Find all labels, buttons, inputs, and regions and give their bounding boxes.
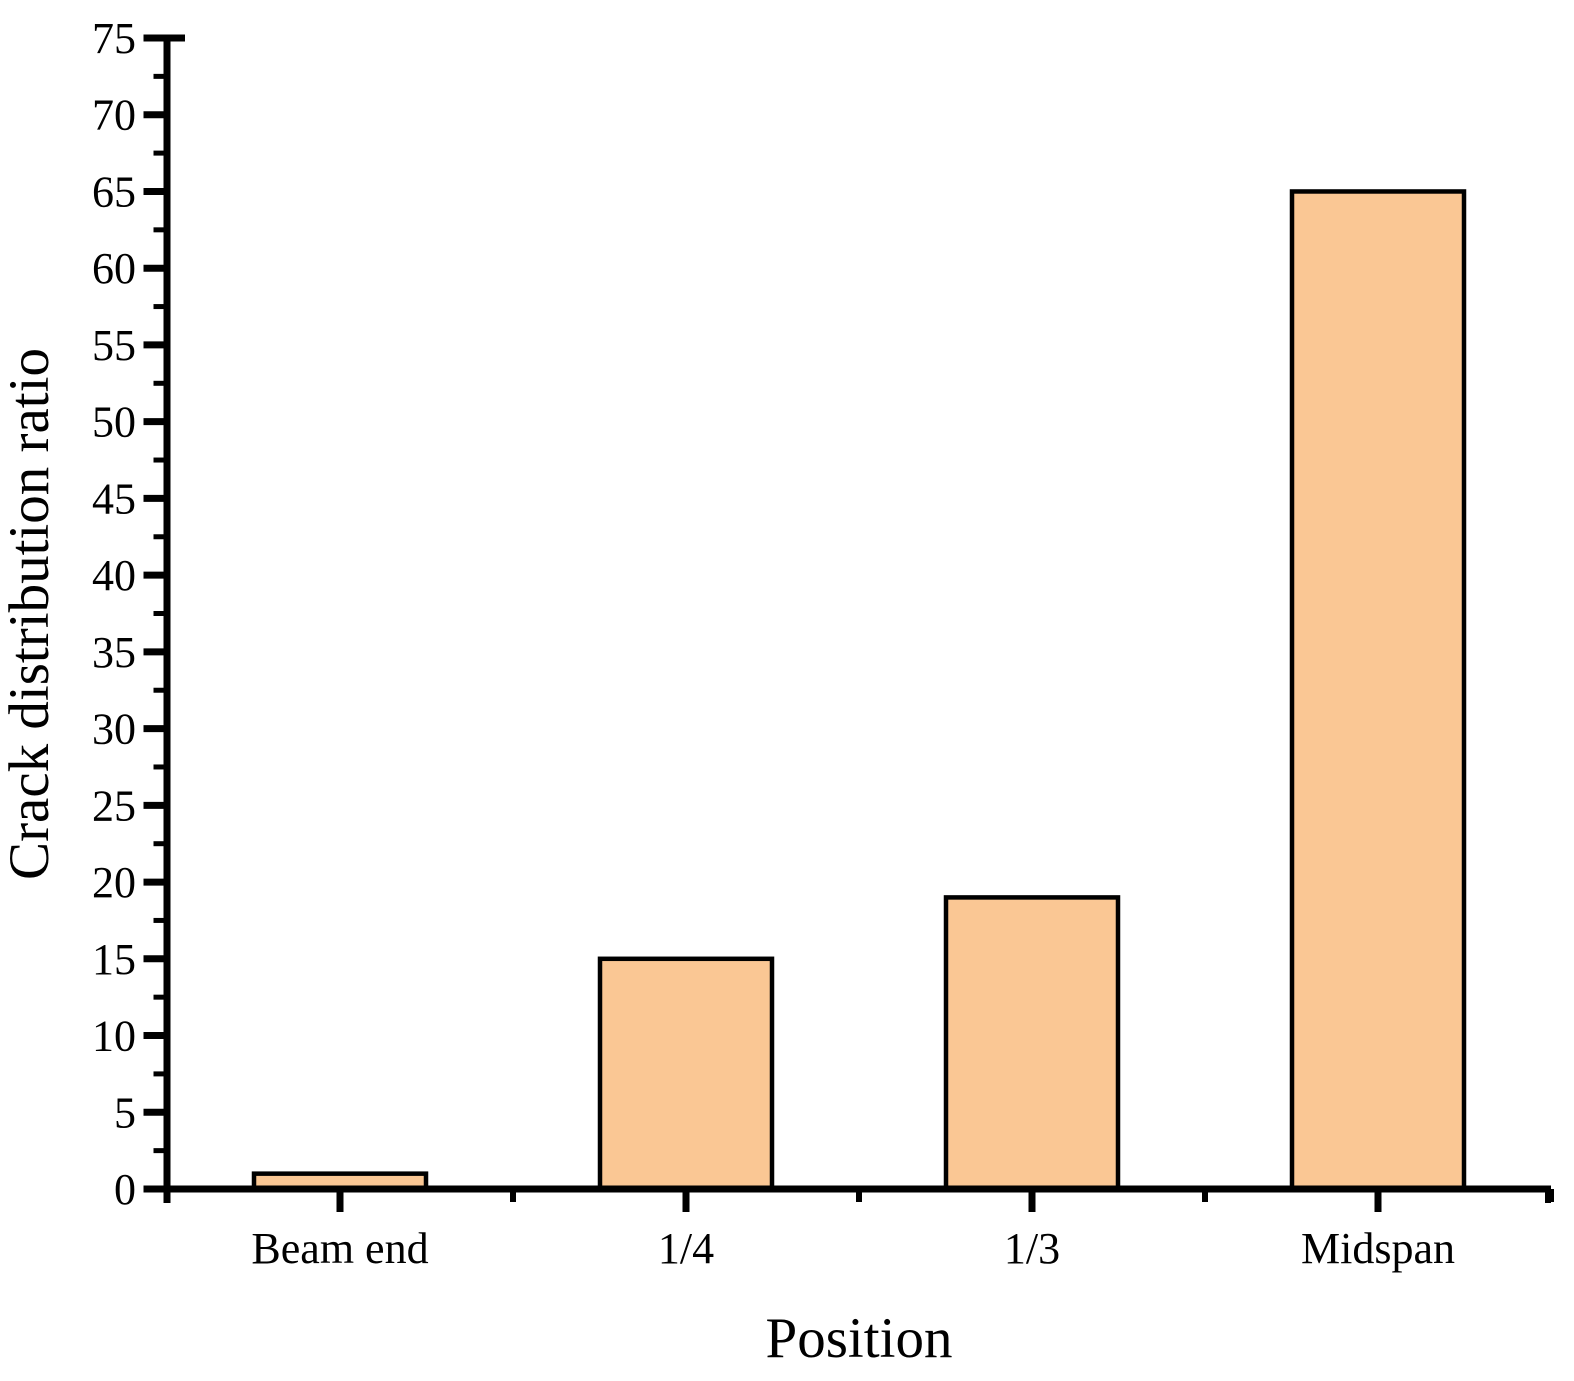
x-axis-title: Position (766, 1307, 953, 1370)
bars-group (251, 189, 1467, 1192)
ticks-group (143, 34, 1554, 1212)
y-tick-label: 60 (92, 244, 136, 293)
tick-labels-group: 0 5 10 15 20 25 30 35 40 45 50 55 60 65 70 75 Beam end 1/… (92, 14, 1455, 1273)
bar-1-4 (597, 956, 775, 1192)
y-tick-label: 40 (92, 551, 136, 600)
y-tick-label: 30 (92, 705, 136, 754)
x-tick-label: Beam end (251, 1224, 428, 1273)
y-tick-label: 65 (92, 167, 136, 216)
x-tick-label: 1/4 (658, 1224, 714, 1273)
y-tick-label: 55 (92, 321, 136, 370)
y-tick-label: 35 (92, 628, 136, 677)
y-tick-label: 5 (114, 1088, 136, 1137)
y-tick-label: 70 (92, 91, 136, 140)
y-tick-label: 0 (114, 1165, 136, 1214)
y-tick-label: 10 (92, 1012, 136, 1061)
y-tick-label: 25 (92, 781, 136, 830)
y-tick-label: 20 (92, 858, 136, 907)
bar-1-3 (943, 895, 1121, 1192)
y-tick-label: 45 (92, 474, 136, 523)
x-tick-label: 1/3 (1004, 1224, 1060, 1273)
x-tick-label: Midspan (1301, 1224, 1455, 1273)
y-tick-label: 50 (92, 398, 136, 447)
y-axis-title: Crack distribution ratio (0, 348, 61, 880)
bar-midspan (1289, 189, 1467, 1192)
y-tick-label: 75 (92, 14, 136, 63)
y-tick-label: 15 (92, 935, 136, 984)
